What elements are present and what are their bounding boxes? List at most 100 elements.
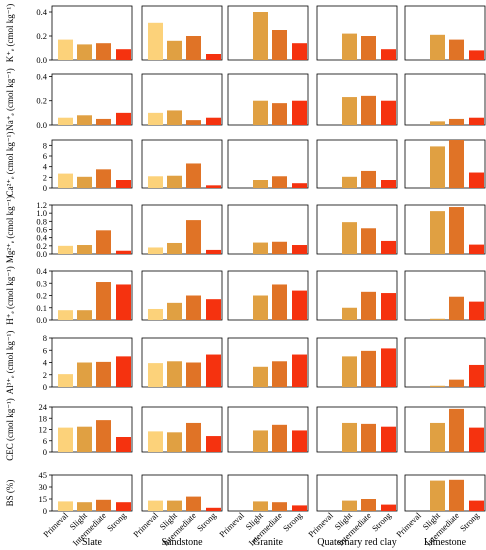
y-tick-label: 0: [43, 382, 47, 392]
y-tick-label: 6: [43, 436, 47, 446]
bar-slight: [430, 422, 445, 452]
x-tick-label: Strong: [458, 510, 482, 534]
y-tick-label: 2: [43, 172, 47, 182]
bar-strong: [116, 112, 131, 125]
bar-strong: [206, 185, 221, 188]
bar-strong: [116, 284, 131, 320]
bar-strong: [292, 290, 307, 320]
y-tick-label: 0.4: [36, 266, 47, 276]
y-tick-label: 0.4: [36, 7, 47, 17]
x-tick-label: Primeval: [306, 510, 335, 539]
y-axis-label: Al³⁺ₑ (cmol kg⁻¹): [5, 331, 15, 395]
group-label: Limestone: [424, 537, 467, 548]
bar-slight: [342, 176, 357, 188]
y-tick-label: 0.2: [36, 291, 47, 301]
bar-slight: [167, 302, 182, 320]
y-tick-label: 0.4: [36, 71, 47, 81]
bar-strong: [469, 301, 484, 320]
x-tick-label: Primeval: [217, 510, 246, 539]
y-tick-label: 0.8: [36, 216, 47, 226]
bar-intermediate: [272, 241, 287, 254]
bar-slight: [342, 33, 357, 60]
bar-strong: [292, 245, 307, 254]
bar-strong: [206, 507, 221, 511]
bar-primeval: [58, 245, 73, 254]
y-axis-label: BS (%): [5, 480, 15, 507]
y-tick-label: 0.2: [36, 31, 47, 41]
bar-intermediate: [186, 220, 201, 254]
bar-strong: [116, 250, 131, 254]
y-tick-label: 1.0: [36, 208, 47, 218]
bar-slight: [77, 176, 92, 188]
x-tick-label: Primeval: [394, 510, 423, 539]
x-tick-label: Strong: [195, 510, 219, 534]
bar-slight: [342, 307, 357, 320]
y-tick-label: 12: [39, 425, 48, 435]
bar-strong: [292, 354, 307, 387]
bar-strong: [206, 436, 221, 452]
bar-strong: [206, 354, 221, 387]
bar-intermediate: [361, 350, 376, 387]
bar-primeval: [148, 247, 163, 254]
bar-slight: [342, 97, 357, 125]
bar-intermediate: [272, 424, 287, 452]
bar-slight: [253, 501, 268, 511]
bar-strong: [469, 500, 484, 511]
bar-slight: [430, 385, 445, 387]
bar-strong: [381, 240, 396, 254]
bar-intermediate: [361, 423, 376, 452]
bar-slight: [253, 366, 268, 387]
bar-primeval: [58, 39, 73, 60]
bar-slight: [342, 500, 357, 511]
bar-strong: [116, 502, 131, 511]
bar-primeval: [148, 431, 163, 452]
bar-intermediate: [272, 176, 287, 188]
bar-primeval: [58, 310, 73, 320]
x-tick-label: Strong: [281, 510, 305, 534]
bar-strong: [206, 249, 221, 254]
bar-strong: [206, 54, 221, 60]
y-axis-label: CEC (cmol kg⁻¹): [5, 398, 15, 460]
bar-intermediate: [449, 39, 464, 60]
y-tick-label: 0.1: [36, 303, 47, 313]
bar-strong: [116, 437, 131, 452]
bar-strong: [469, 364, 484, 387]
bar-slight: [167, 175, 182, 188]
bar-slight: [253, 430, 268, 452]
bar-intermediate: [96, 230, 111, 254]
bar-strong: [381, 426, 396, 452]
bar-strong: [292, 100, 307, 125]
bar-strong: [292, 43, 307, 60]
bar-strong: [206, 299, 221, 320]
bar-strong: [116, 180, 131, 188]
bar-primeval: [148, 176, 163, 188]
bar-slight: [77, 245, 92, 254]
bar-intermediate: [96, 499, 111, 511]
bar-primeval: [58, 501, 73, 511]
bar-slight: [430, 146, 445, 188]
y-tick-label: 30: [39, 482, 48, 492]
y-tick-label: 0: [43, 183, 47, 193]
y-tick-label: 6: [43, 151, 47, 161]
bar-intermediate: [96, 420, 111, 452]
bar-primeval: [58, 173, 73, 188]
bar-strong: [469, 427, 484, 452]
y-tick-label: 0.4: [36, 233, 47, 243]
bar-slight: [77, 310, 92, 320]
bar-intermediate: [361, 291, 376, 320]
bar-slight: [77, 115, 92, 125]
bar-intermediate: [186, 422, 201, 452]
y-tick-label: 0.2: [36, 241, 47, 251]
bar-intermediate: [449, 296, 464, 320]
bar-slight: [253, 180, 268, 188]
y-tick-label: 24: [39, 402, 48, 412]
bar-slight: [430, 121, 445, 125]
bar-slight: [77, 502, 92, 511]
x-tick-label: Strong: [370, 510, 394, 534]
y-tick-label: 2: [43, 370, 47, 380]
y-tick-label: 1.2: [36, 200, 47, 210]
y-tick-label: 18: [39, 413, 48, 423]
bar-primeval: [148, 308, 163, 320]
y-tick-label: 8: [43, 140, 47, 150]
